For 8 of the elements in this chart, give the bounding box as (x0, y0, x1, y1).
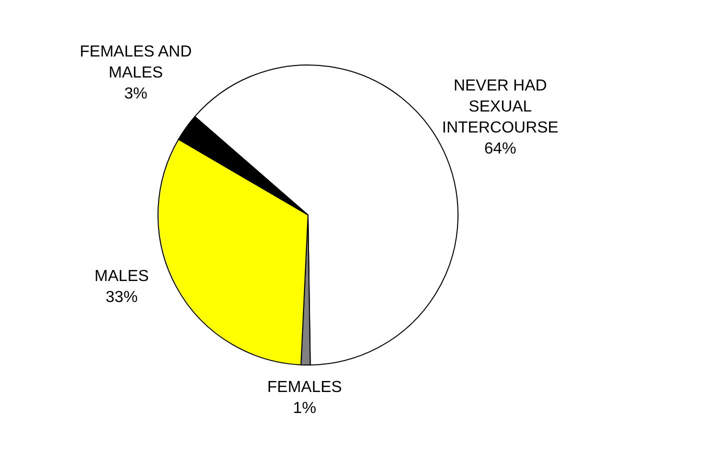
slice-label: FEMALES AND MALES (80, 43, 192, 82)
slice-label: FEMALES (267, 378, 342, 396)
data-label: 64% (484, 140, 516, 158)
data-label: 3% (124, 85, 148, 102)
slice-label: NEVER HAD SEXUAL INTERCOURSE (442, 78, 558, 137)
data-label: 1% (293, 400, 316, 417)
data-label: 33% (106, 289, 138, 306)
slice-label: MALES (94, 268, 149, 286)
